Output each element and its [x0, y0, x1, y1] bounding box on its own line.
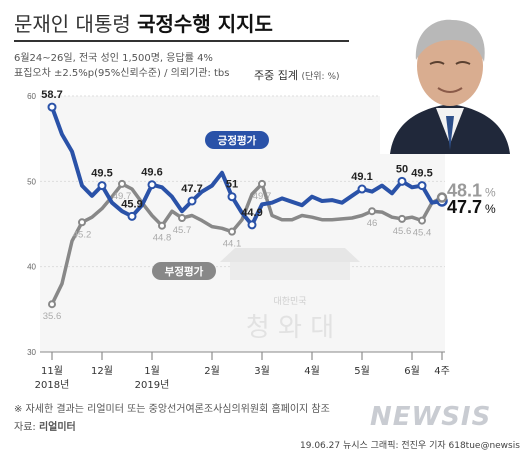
x-tick-label: 12월 — [91, 365, 113, 377]
unit-sub: (단위: %) — [301, 72, 340, 82]
negative-point — [228, 227, 236, 236]
positive-point — [97, 181, 107, 191]
negative-value-label: 45.2 — [73, 229, 92, 240]
negative-legend-badge — [152, 262, 216, 280]
negative-point — [78, 218, 86, 227]
positive-value-label: 44.9 — [241, 207, 262, 219]
positive-value-label: 58.7 — [41, 89, 62, 101]
negative-end-point — [436, 192, 448, 203]
x-tick-label: 1월 — [144, 365, 160, 377]
x-tick-label: 6월 — [404, 365, 420, 377]
y-tick-label: 30 — [27, 348, 36, 357]
negative-point — [398, 214, 406, 223]
watermark-line-2: 청 와 대 — [246, 313, 334, 343]
positive-series-line — [50, 105, 444, 227]
footnote: ※ 자세한 결과는 리얼미터 또는 중앙선거여론조사심의위원회 홈페이지 참조 — [14, 404, 330, 415]
positive-value-label: 49.6 — [141, 167, 162, 179]
positive-point — [187, 196, 197, 206]
positive-value-label: 47.7 — [181, 183, 202, 195]
positive-point — [147, 180, 157, 190]
latest-positive-value: 47.7 — [447, 197, 482, 217]
positive-value-label: 51 — [226, 179, 238, 191]
negative-value-label: 45.6 — [393, 226, 412, 237]
positive-point — [357, 184, 367, 194]
positive-point — [417, 181, 427, 191]
negative-point — [158, 221, 166, 230]
negative-point — [258, 179, 266, 188]
x-tick-label: 3월 — [254, 365, 270, 377]
unit-main: 주중 집계 — [254, 69, 298, 82]
positive-legend-badge — [205, 131, 269, 149]
positive-point — [47, 102, 57, 112]
x-tick-label: 11월 — [41, 365, 63, 377]
source-prefix: 자료: — [14, 422, 39, 433]
negative-point — [118, 179, 126, 188]
credit-line: 19.06.27 뉴시스 그래픽: 전진우 기자 618tue@newsis.c… — [300, 441, 520, 451]
positive-point — [127, 211, 137, 221]
y-tick-label: 40 — [27, 263, 36, 272]
negative-value-label: 45.4 — [413, 228, 432, 239]
unit-label: 주중 집계 (단위: %) — [254, 67, 340, 83]
positive-point — [227, 192, 237, 202]
positive-point — [397, 176, 407, 186]
latest-negative-value: 48.1 — [447, 181, 482, 201]
negative-point — [368, 207, 376, 216]
title-strong: 국정수행 지지도 — [137, 12, 273, 36]
portrait-image — [380, 4, 520, 154]
negative-value-label: 46 — [367, 218, 378, 229]
latest-negative-unit: % — [485, 186, 496, 200]
x-year-label: 2018년 — [35, 379, 70, 391]
x-tick-label: 4월 — [304, 365, 320, 377]
negative-value-label: 35.6 — [43, 311, 62, 322]
latest-positive-unit: % — [485, 202, 496, 216]
negative-value-label: 49.7 — [253, 191, 272, 202]
source-line: 자료: 리얼미터 — [14, 418, 76, 433]
positive-value-label: 49.5 — [91, 168, 112, 180]
page-title: 문재인 대통령 국정수행 지지도 — [14, 8, 273, 37]
survey-info-1: 6월24~26일, 전국 성인 1,500명, 응답률 4% — [14, 53, 213, 64]
watermark-building — [230, 262, 350, 280]
watermark-line-1: 대한민국 — [273, 296, 306, 307]
x-year-label: 2019년 — [135, 379, 170, 391]
y-tick-label: 60 — [27, 92, 36, 101]
newsis-logo: NEWSIS — [370, 402, 492, 432]
title-prefix: 문재인 대통령 — [14, 12, 131, 36]
positive-legend-label: 긍정평가 — [218, 134, 257, 147]
title-underline — [14, 40, 349, 42]
x-tick-label: 4주 — [434, 366, 450, 377]
positive-value-label: 45.9 — [121, 198, 142, 210]
negative-series-line — [50, 182, 444, 306]
positive-point — [247, 220, 257, 230]
y-tick-label: 50 — [27, 177, 36, 186]
survey-info-2: 표집오차 ±2.5%p(95%신뢰수준) / 의뢰기관: tbs — [14, 68, 230, 79]
negative-legend-label: 부정평가 — [165, 265, 204, 278]
negative-value-label: 44.1 — [223, 239, 242, 250]
x-tick-label: 2월 — [204, 365, 220, 377]
positive-value-label: 49.5 — [411, 168, 432, 180]
negative-value-label: 45.7 — [173, 225, 192, 236]
x-tick-label: 5월 — [354, 365, 370, 377]
negative-point — [48, 300, 56, 309]
positive-value-label: 49.1 — [351, 171, 372, 183]
negative-point — [418, 216, 426, 225]
president-portrait — [380, 4, 520, 154]
negative-point — [178, 214, 186, 223]
source-name: 리얼미터 — [38, 422, 76, 433]
watermark-roof — [220, 248, 360, 262]
positive-value-label: 50 — [396, 163, 408, 175]
negative-value-label: 44.8 — [153, 233, 172, 244]
negative-value-label: 49.7 — [113, 191, 132, 202]
